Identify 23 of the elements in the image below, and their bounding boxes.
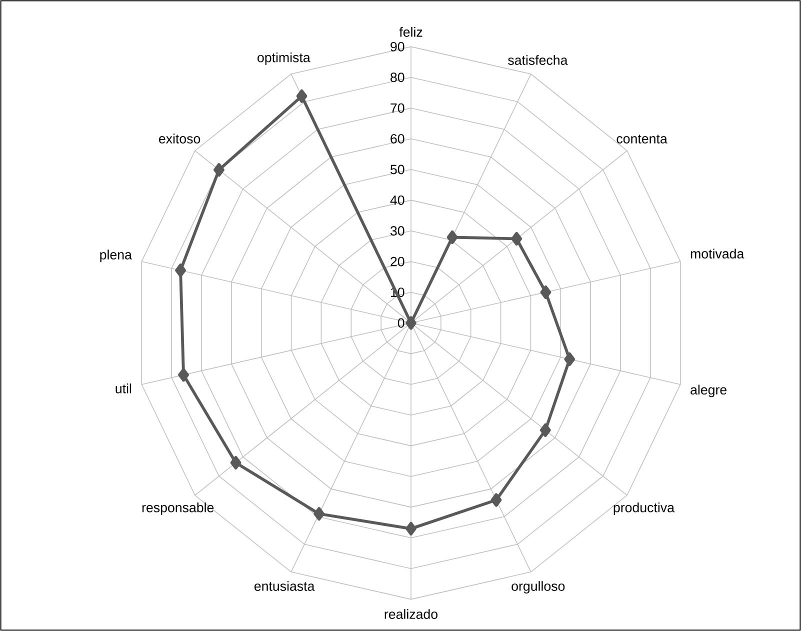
spoke-label: productiva — [614, 502, 674, 515]
y-tick-label: 60 — [390, 134, 404, 144]
spoke-label: util — [116, 384, 132, 394]
spoke-label: realizado — [384, 609, 438, 619]
y-tick-label: 90 — [390, 42, 404, 52]
spoke-label: optimista — [258, 52, 310, 65]
spoke-label: contenta — [616, 134, 668, 144]
spoke-label: responsable — [142, 502, 214, 515]
y-tick-label: 80 — [390, 72, 404, 82]
y-tick-label: 70 — [390, 103, 404, 113]
y-tick-label: 30 — [390, 226, 404, 236]
spoke-label: plena — [100, 250, 132, 262]
y-tick-label: 0 — [398, 318, 404, 328]
y-tick-label: 20 — [390, 256, 404, 266]
spoke-label: feliz — [399, 27, 422, 37]
spoke-label: exitoso — [159, 134, 200, 144]
spoke-label: alegre — [690, 384, 727, 398]
spoke-label: satisfecha — [508, 55, 568, 65]
y-tick-label: 50 — [390, 164, 404, 174]
spoke-label: entusiasta — [254, 581, 315, 591]
spoke-label: orgulloso — [512, 581, 565, 594]
spoke-label: motivada — [690, 248, 744, 258]
y-tick-label: 40 — [390, 195, 404, 205]
